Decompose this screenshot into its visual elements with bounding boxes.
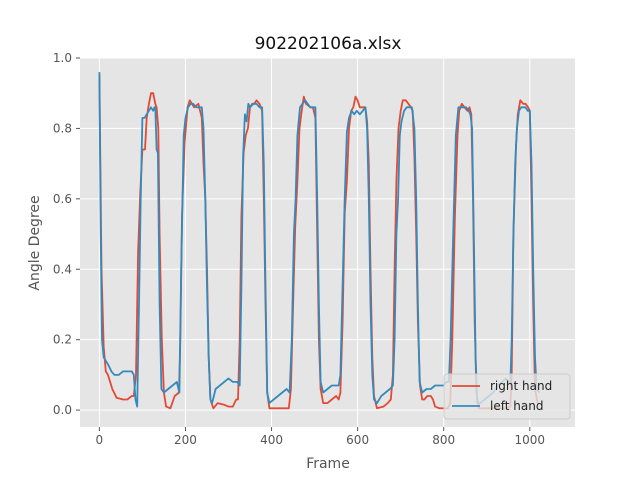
legend: right hand left hand [443,373,571,420]
x-tick-label: 600 [346,433,369,447]
x-tick-label: 400 [260,433,283,447]
legend-label: left hand [490,399,543,413]
x-tick-label: 1000 [515,433,546,447]
y-tick-label: 0.4 [53,262,72,276]
y-tick-label: 0.6 [53,192,72,206]
y-tick-label: 1.0 [53,51,72,65]
legend-label: right hand [490,379,552,393]
y-axis-label: Angle Degree [27,195,43,290]
series-lines [98,72,541,410]
chart-title: 902202106a.xlsx [255,34,402,54]
axis-ticks: 0 200 400 600 800 1000 0.0 0.2 0.4 0.6 0.8 1.0 [53,51,545,447]
y-tick-label: 0.8 [53,121,72,135]
plot-area [80,58,575,427]
x-tick-label: 0 [96,433,104,447]
series-line-left-hand [98,72,541,408]
y-tick-label: 0.2 [53,333,72,347]
x-tick-label: 200 [174,433,197,447]
y-tick-label: 0.0 [53,403,72,417]
x-axis-label: Frame [306,456,350,472]
x-tick-label: 800 [432,433,455,447]
